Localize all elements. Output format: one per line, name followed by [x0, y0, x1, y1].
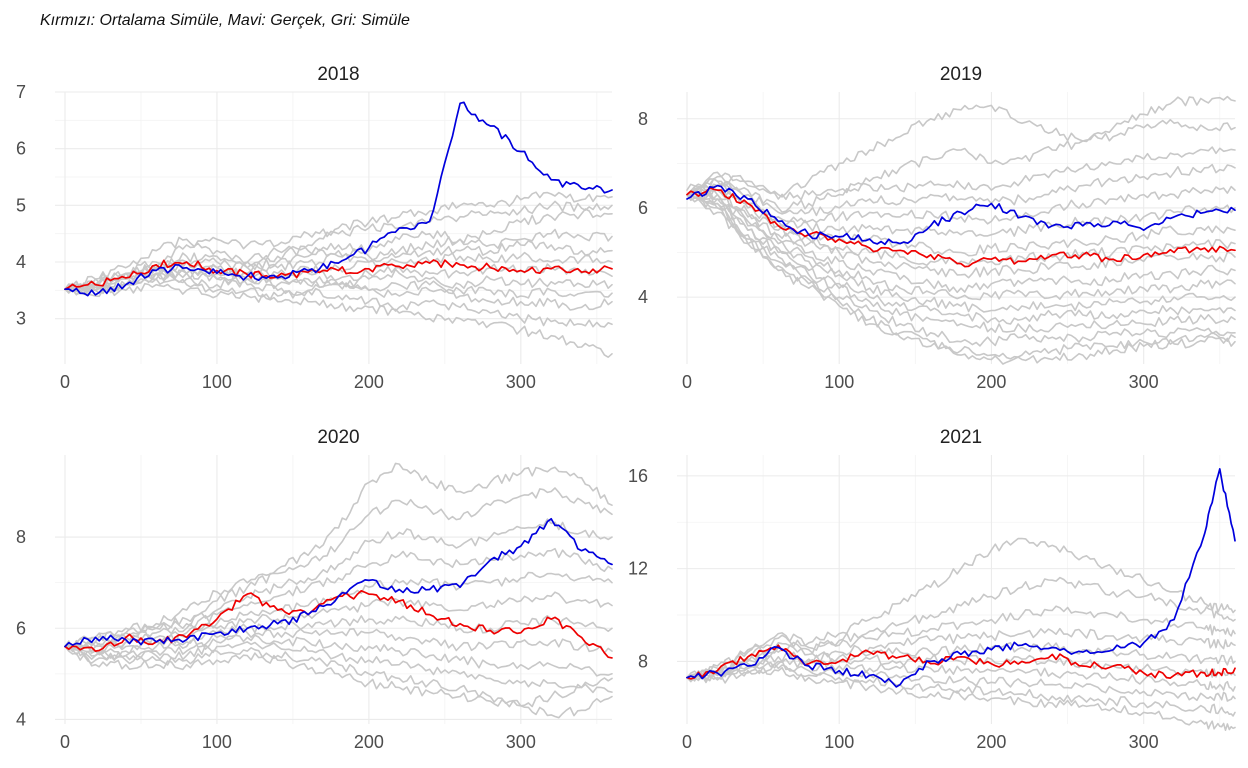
series-line-simulated: [686, 193, 1236, 365]
series-line-simulated: [686, 190, 1236, 325]
y-tick-label: 12: [628, 559, 648, 579]
x-tick-label: 0: [682, 732, 692, 752]
panel-title: 2019: [940, 64, 982, 85]
y-tick-label: 7: [16, 82, 26, 102]
series-line-simulated: [64, 645, 613, 708]
series-line-actual: [686, 468, 1236, 688]
y-tick-label: 5: [16, 195, 26, 215]
y-tick-label: 6: [638, 198, 648, 218]
x-tick-label: 100: [824, 372, 854, 392]
series-line-simulated: [686, 191, 1236, 333]
series-line-simulated: [64, 278, 613, 328]
series-line-simulated: [686, 146, 1236, 213]
series-line-simulated: [686, 163, 1236, 217]
series-line-simulated: [686, 193, 1236, 347]
y-tick-label: 8: [638, 651, 648, 671]
series-line-simulated: [64, 627, 613, 659]
series-line-simulated: [686, 178, 1236, 225]
series-line-simulated: [686, 537, 1236, 680]
series-line-simulated: [64, 518, 613, 649]
y-tick-label: 3: [16, 309, 26, 329]
x-tick-label: 100: [824, 732, 854, 752]
y-tick-label: 4: [16, 709, 26, 729]
x-tick-label: 300: [1129, 732, 1159, 752]
x-tick-label: 200: [354, 732, 384, 752]
series-line-simulated: [64, 191, 613, 290]
x-tick-label: 100: [202, 372, 232, 392]
chart-caption: Kırmızı: Ortalama Simüle, Mavi: Gerçek, …: [40, 12, 410, 29]
series-line-simulated: [686, 118, 1236, 201]
y-tick-label: 8: [638, 109, 648, 129]
series-line-actual: [686, 184, 1236, 246]
series-line-simulated: [64, 547, 613, 650]
series-line-simulated: [64, 264, 613, 311]
y-tick-label: 6: [16, 139, 26, 159]
x-tick-label: 100: [202, 732, 232, 752]
y-tick-label: 16: [628, 466, 648, 486]
panel-2021: 8 12 16 0 100 200 300 2021: [628, 427, 1236, 752]
series-line-mean-simulated: [686, 186, 1236, 268]
series-line-actual: [64, 517, 613, 648]
y-tick-label: 4: [16, 252, 26, 272]
series-line-simulated: [64, 282, 613, 358]
series-line-simulated: [64, 641, 613, 694]
series-line-simulated: [64, 462, 613, 649]
y-tick-label: 8: [16, 527, 26, 547]
series-line-simulated: [686, 663, 1236, 717]
series-line-simulated: [686, 95, 1236, 198]
series-line-simulated: [686, 188, 1236, 279]
series-line-simulated: [64, 634, 613, 677]
x-tick-label: 0: [682, 372, 692, 392]
series-line-simulated: [686, 191, 1236, 301]
x-tick-label: 300: [1129, 372, 1159, 392]
x-tick-label: 300: [506, 372, 536, 392]
y-tick-label: 6: [16, 618, 26, 638]
series-line-simulated: [686, 193, 1236, 313]
series-line-simulated: [686, 666, 1236, 731]
series-line-simulated: [686, 658, 1236, 692]
panel-2018: 3 4 5 6 7 0 100 200 300 2018: [16, 64, 613, 392]
series-line-simulated: [64, 200, 613, 292]
series-line-simulated: [686, 192, 1236, 294]
x-tick-label: 200: [354, 372, 384, 392]
panel-2020: 4 6 8 0 100 200 300 2020: [16, 427, 613, 752]
series-line-mean-simulated: [64, 259, 613, 291]
y-tick-label: 4: [638, 287, 648, 307]
panel-title: 2018: [317, 64, 359, 85]
x-tick-label: 200: [976, 372, 1006, 392]
series-line-simulated: [686, 189, 1236, 267]
series-line-actual: [64, 101, 613, 297]
x-tick-label: 300: [506, 732, 536, 752]
panel-title: 2021: [940, 427, 982, 448]
x-tick-label: 0: [60, 372, 70, 392]
x-tick-label: 0: [60, 732, 70, 752]
series-line-simulated: [686, 652, 1236, 682]
x-tick-label: 200: [976, 732, 1006, 752]
series-line-simulated: [686, 576, 1236, 682]
panel-2019: 4 6 8 0 100 200 300 2019: [638, 64, 1236, 392]
series-line-simulated: [686, 605, 1236, 679]
panel-title: 2020: [317, 427, 359, 448]
series-line-simulated: [686, 193, 1236, 360]
